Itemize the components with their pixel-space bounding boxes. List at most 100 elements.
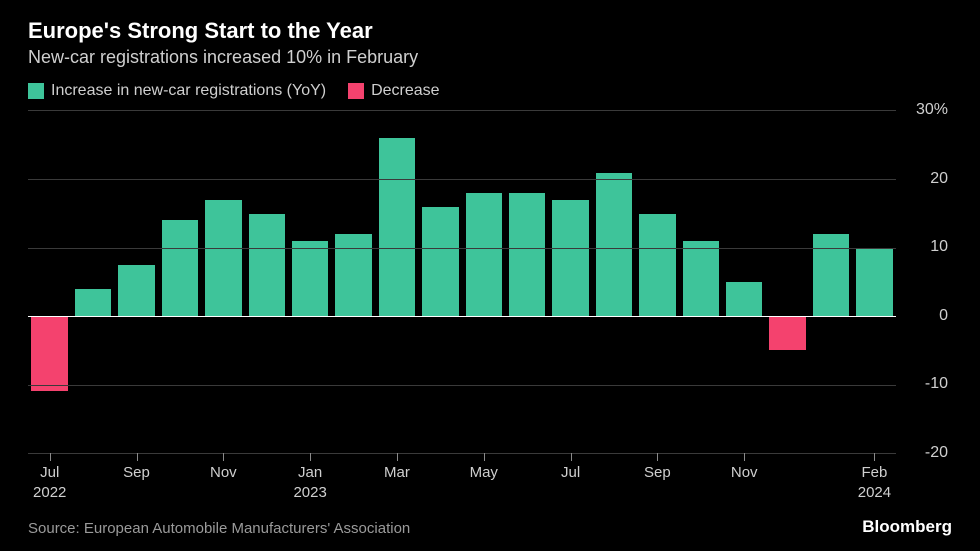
legend-swatch-decrease: [348, 83, 364, 99]
x-tick-label: Nov: [210, 463, 237, 483]
x-slot: Sep: [115, 453, 158, 511]
bar-slot: [766, 111, 809, 453]
bar-slot: [28, 111, 71, 453]
bar: [335, 234, 371, 316]
bar: [856, 248, 892, 316]
bar: [162, 220, 198, 316]
x-tick-mark: [223, 453, 224, 461]
bar-slot: [592, 111, 635, 453]
x-tick-label: Nov: [731, 463, 758, 483]
bar: [726, 282, 762, 316]
x-slot: [679, 453, 722, 511]
x-slot: Nov: [723, 453, 766, 511]
x-tick-label: Jul: [561, 463, 580, 483]
y-axis: -20-100102030%: [896, 110, 952, 453]
bars-container: [28, 111, 896, 453]
bar: [466, 193, 502, 316]
bar-slot: [723, 111, 766, 453]
x-slot: [505, 453, 548, 511]
legend-label-increase: Increase in new-car registrations (YoY): [51, 82, 326, 100]
bar-slot: [809, 111, 852, 453]
chart-title: Europe's Strong Start to the Year: [28, 18, 952, 44]
x-slot: Sep: [636, 453, 679, 511]
x-tick-mark: [744, 453, 745, 461]
bar-slot: [288, 111, 331, 453]
bar-slot: [419, 111, 462, 453]
y-tick-label: 30%: [896, 101, 952, 119]
x-slot: Jul: [549, 453, 592, 511]
x-tick-mark: [571, 453, 572, 461]
x-tick-label: May: [470, 463, 498, 483]
bar-slot: [158, 111, 201, 453]
legend-item-decrease: Decrease: [348, 82, 439, 100]
footer: Source: European Automobile Manufacturer…: [28, 517, 952, 537]
bar: [379, 138, 415, 316]
bar: [422, 207, 458, 316]
x-tick-mark: [657, 453, 658, 461]
x-tick-mark: [50, 453, 51, 461]
chart-area: -20-100102030%: [28, 110, 952, 453]
y-tick-label: 10: [896, 238, 952, 256]
y-tick-label: 0: [896, 307, 952, 325]
x-slot: Jan2023: [288, 453, 331, 511]
x-axis: Jul2022 Sep Nov Jan2023 Mar May Jul Sep Nov Feb20…: [28, 453, 896, 511]
y-tick-label: -10: [896, 375, 952, 393]
legend-swatch-increase: [28, 83, 44, 99]
bar: [75, 289, 111, 316]
bar: [769, 316, 805, 350]
bar: [813, 234, 849, 316]
bar-slot: [332, 111, 375, 453]
bar-slot: [679, 111, 722, 453]
x-slot: [332, 453, 375, 511]
x-tick-label: Jul2022: [33, 463, 66, 502]
x-slot: Jul2022: [28, 453, 71, 511]
bar: [292, 241, 328, 316]
x-tick-mark: [310, 453, 311, 461]
x-tick-mark: [484, 453, 485, 461]
bar: [249, 214, 285, 317]
x-tick-label: Sep: [123, 463, 150, 483]
bar: [683, 241, 719, 316]
x-slot: [592, 453, 635, 511]
x-slot: [809, 453, 852, 511]
x-slot: [419, 453, 462, 511]
legend-label-decrease: Decrease: [371, 82, 439, 100]
x-slot: Feb2024: [853, 453, 896, 511]
chart-subtitle: New-car registrations increased 10% in F…: [28, 47, 952, 68]
bar-slot: [549, 111, 592, 453]
bar: [552, 200, 588, 316]
bar-slot: [115, 111, 158, 453]
legend-item-increase: Increase in new-car registrations (YoY): [28, 82, 326, 100]
bar-slot: [505, 111, 548, 453]
x-tick-mark: [874, 453, 875, 461]
x-slot: [766, 453, 809, 511]
x-tick-label: Mar: [384, 463, 410, 483]
bar: [639, 214, 675, 317]
bar-slot: [71, 111, 114, 453]
x-slot: [245, 453, 288, 511]
x-tick-label: Sep: [644, 463, 671, 483]
gridline: [28, 385, 896, 386]
plot-area: [28, 110, 896, 453]
bar: [205, 200, 241, 316]
bar: [596, 173, 632, 317]
bar-slot: [853, 111, 896, 453]
bar: [509, 193, 545, 316]
gridline: [28, 179, 896, 180]
bar-slot: [375, 111, 418, 453]
x-tick-label: Feb2024: [858, 463, 891, 502]
bar-slot: [202, 111, 245, 453]
x-tick-mark: [397, 453, 398, 461]
x-slot: [158, 453, 201, 511]
x-slot: Mar: [375, 453, 418, 511]
source-text: Source: European Automobile Manufacturer…: [28, 520, 410, 537]
bar-slot: [636, 111, 679, 453]
gridline: [28, 248, 896, 249]
brand-text: Bloomberg: [862, 517, 952, 537]
x-tick-mark: [137, 453, 138, 461]
x-slot: May: [462, 453, 505, 511]
bar: [31, 316, 67, 391]
zero-line: [28, 316, 896, 317]
y-tick-label: 20: [896, 170, 952, 188]
bar: [118, 265, 154, 316]
